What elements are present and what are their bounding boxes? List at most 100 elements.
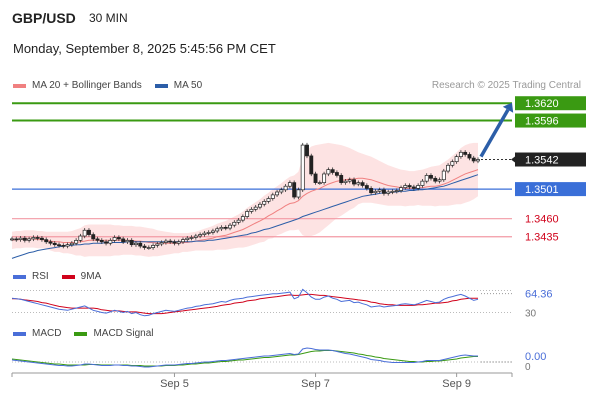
timeframe-label: 30 MIN [89, 11, 128, 25]
candle-body-46 [206, 232, 211, 234]
legend-rsi-ma-label: 9MA [80, 271, 102, 282]
level-label-2: 1.3501 [525, 184, 559, 196]
macd-zero-label: 0 [525, 362, 531, 373]
legend-rsi: RSI [13, 271, 49, 282]
candle-body-61 [270, 194, 275, 199]
candle-body-70 [309, 155, 314, 175]
legend-ma50-label: MA 50 [173, 80, 203, 91]
candle-body-33 [151, 245, 156, 248]
candle-body-86 [377, 189, 382, 192]
candle-body-30 [138, 242, 143, 247]
candle-body-108 [471, 157, 476, 162]
macd-legend: MACD MACD Signal [13, 328, 166, 339]
candle-body-109 [476, 159, 480, 162]
candle-body-52 [232, 221, 237, 226]
candle-body-84 [369, 188, 374, 194]
candle-body-75 [330, 169, 335, 173]
candle-body-59 [262, 201, 267, 205]
ma50-line [11, 174, 479, 259]
legend-macd: MACD [13, 328, 61, 339]
candle-body-65 [287, 182, 292, 187]
candle-body-90 [394, 190, 399, 192]
price-legend: MA 20 + Bollinger Bands MA 50 [13, 80, 215, 91]
candle-body-103 [450, 161, 455, 166]
candle-body-66 [292, 182, 297, 198]
research-credit: Research © 2025 Trading Central [431, 80, 581, 91]
candle-body-41 [185, 237, 190, 240]
level-badge-1 [515, 113, 586, 128]
candle-body-62 [275, 191, 280, 196]
candle-body-3 [22, 237, 27, 241]
candle-body-32 [146, 247, 151, 249]
candle-body-76 [334, 172, 339, 176]
candle-body-34 [155, 243, 160, 246]
candle-body-10 [52, 242, 57, 246]
candle-body-88 [386, 191, 391, 194]
legend-ma50: MA 50 [154, 80, 203, 91]
candle-body-25 [116, 237, 121, 240]
rsi-level-label-1: 30 [525, 309, 537, 320]
candle-body-21 [99, 239, 104, 243]
candle-body-97 [424, 175, 429, 182]
candle-body-40 [181, 239, 185, 243]
candle-body-80 [352, 179, 356, 185]
candle-body-14 [69, 242, 74, 246]
candle-body-79 [347, 179, 352, 182]
level-label-4: 1.3435 [525, 232, 559, 244]
legend-rsi-ma: 9MA [61, 271, 102, 282]
candle-body-100 [437, 179, 442, 182]
rsi-last-label: 64.36 [525, 289, 553, 301]
candle-body-106 [463, 151, 468, 155]
legend-macd-swatch [13, 331, 26, 336]
candle-body-0 [10, 238, 14, 241]
candle-body-71 [313, 173, 318, 183]
candle-body-85 [373, 190, 378, 194]
legend-macd-signal-label: MACD Signal [93, 328, 154, 339]
candle-body-81 [356, 182, 361, 185]
forecast-arrow-shaft [479, 108, 510, 158]
candle-body-23 [108, 239, 113, 244]
candle-body-15 [74, 239, 79, 244]
candle-body-5 [31, 237, 36, 240]
candle-body-35 [159, 242, 164, 245]
candle-body-107 [467, 154, 472, 159]
candle-body-28 [129, 239, 134, 246]
candle-body-37 [168, 240, 173, 243]
candle-body-69 [305, 144, 309, 157]
candle-body-99 [433, 177, 438, 182]
candle-body-26 [121, 238, 126, 243]
candle-body-91 [399, 187, 403, 191]
legend-rsi-swatch [13, 274, 26, 279]
candle-body-24 [112, 237, 117, 241]
candle-body-74 [326, 169, 331, 175]
symbol-title: GBP/USD [12, 10, 76, 26]
candle-body-101 [441, 170, 446, 181]
candle-body-17 [82, 229, 87, 237]
candle-body-4 [27, 238, 32, 241]
candle-body-89 [390, 190, 395, 193]
x-tick-label-1: Sep 7 [301, 378, 330, 390]
candle-body-92 [403, 185, 408, 189]
bollinger-band-area [12, 142, 478, 257]
last-price-badge [515, 152, 586, 167]
macd-last-label: 0.00 [525, 351, 546, 363]
candle-body-20 [95, 238, 100, 241]
candle-body-29 [134, 242, 138, 246]
macd-line [11, 347, 478, 368]
candle-body-95 [416, 185, 421, 189]
candle-body-1 [14, 238, 19, 241]
candle-body-44 [198, 234, 203, 237]
candle-body-16 [78, 235, 83, 241]
level-label-0: 1.3620 [525, 98, 559, 110]
candle-body-105 [458, 151, 463, 157]
legend-rsi-ma-swatch [61, 274, 75, 279]
candle-body-93 [407, 185, 412, 188]
last-price-label: 1.3542 [525, 155, 559, 167]
level-label-1: 1.3596 [525, 116, 559, 128]
candle-body-50 [223, 227, 228, 229]
legend-macd-signal-swatch [74, 331, 88, 336]
candle-body-60 [266, 198, 271, 202]
candle-body-47 [210, 230, 215, 233]
candle-body-27 [125, 239, 130, 243]
